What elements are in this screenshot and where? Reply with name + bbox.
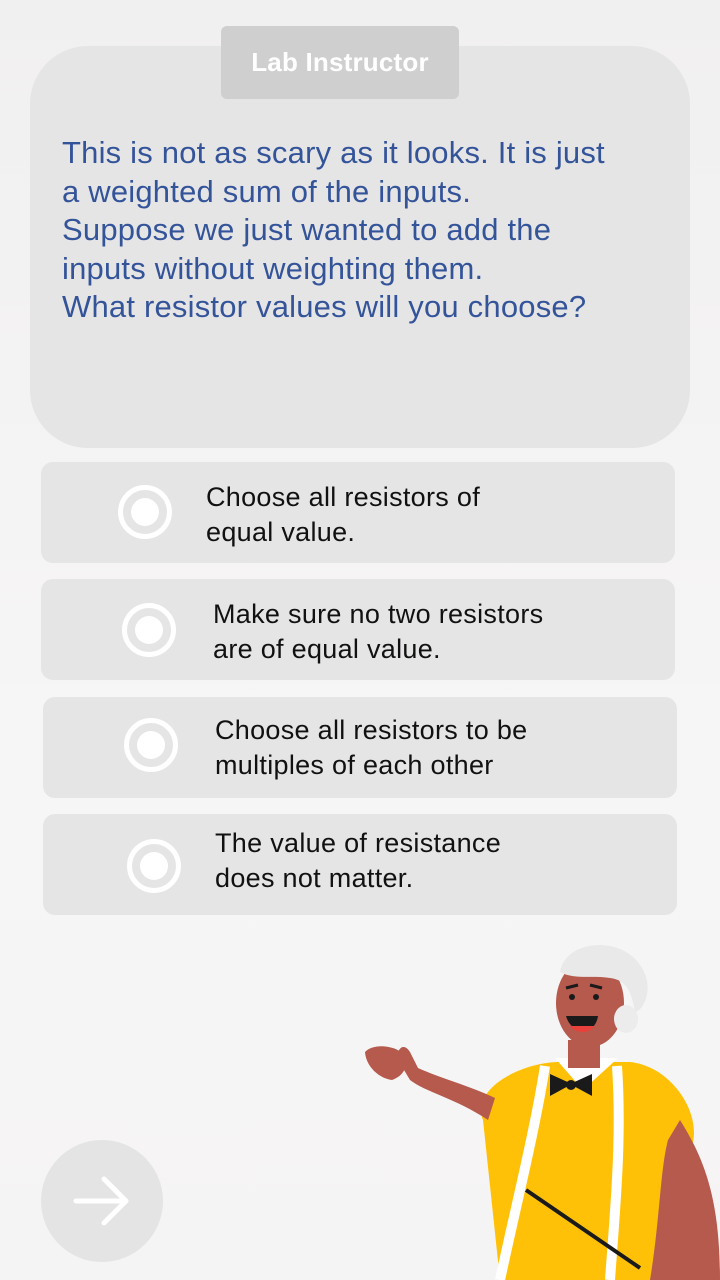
bow-tie-icon	[550, 1074, 592, 1096]
bow-tie-knot	[566, 1080, 576, 1090]
eyebrow-left	[565, 983, 579, 990]
message-line: What resistor values will you choose?	[62, 289, 587, 324]
message-line: Suppose we just wanted to add the	[62, 212, 552, 247]
option-label-line: multiples of each other	[215, 750, 494, 780]
option-label-line: equal value.	[206, 517, 356, 547]
pointer-stick-icon	[524, 1188, 642, 1270]
option-label: The value of resistance does not matter.	[215, 826, 501, 896]
answer-option-2[interactable]: Make sure no two resistors are of equal …	[41, 579, 675, 680]
option-label: Choose all resistors of equal value.	[206, 480, 480, 550]
radio-button-icon[interactable]	[122, 603, 176, 657]
next-button[interactable]	[41, 1140, 163, 1262]
lower-arm	[650, 1120, 720, 1280]
answer-option-4[interactable]: The value of resistance does not matter.	[43, 814, 677, 915]
message-line: This is not as scary as it looks. It is …	[62, 135, 605, 170]
option-label-line: Choose all resistors to be	[215, 715, 528, 745]
hair-side	[614, 1005, 638, 1033]
eyebrow-right	[589, 983, 603, 990]
speaker-name-tag: Lab Instructor	[221, 26, 459, 99]
answer-option-3[interactable]: Choose all resistors to be multiples of …	[43, 697, 677, 798]
raised-arm	[397, 1046, 495, 1120]
eye-right	[593, 994, 599, 1000]
suspender-right	[605, 1065, 624, 1280]
radio-button-icon[interactable]	[127, 839, 181, 893]
speech-bubble	[30, 46, 690, 448]
option-label-line: are of equal value.	[213, 634, 441, 664]
radio-button-icon[interactable]	[124, 718, 178, 772]
neck	[568, 1040, 600, 1068]
option-label-line: does not matter.	[215, 863, 414, 893]
instructor-illustration	[365, 945, 720, 1280]
message-line: inputs without weighting them.	[62, 250, 484, 286]
option-label-line: Choose all resistors of	[206, 482, 481, 512]
radio-button-icon[interactable]	[118, 485, 172, 539]
white-hair	[560, 945, 648, 1012]
option-label: Make sure no two resistors are of equal …	[213, 597, 543, 667]
speech-message: This is not as scary as it looks. It is …	[62, 134, 682, 327]
option-label-line: Make sure no two resistors	[213, 599, 544, 629]
hand	[365, 1046, 407, 1080]
option-label-line: The value of resistance	[215, 828, 502, 858]
option-label: Choose all resistors to be multiples of …	[215, 713, 527, 783]
suspender-left	[495, 1065, 550, 1280]
message-line: a weighted sum of the inputs.	[62, 173, 472, 209]
arrow-right-icon	[73, 1176, 129, 1226]
tongue	[570, 1026, 594, 1032]
eye-left	[569, 994, 575, 1000]
answer-option-1[interactable]: Choose all resistors of equal value.	[41, 462, 675, 563]
